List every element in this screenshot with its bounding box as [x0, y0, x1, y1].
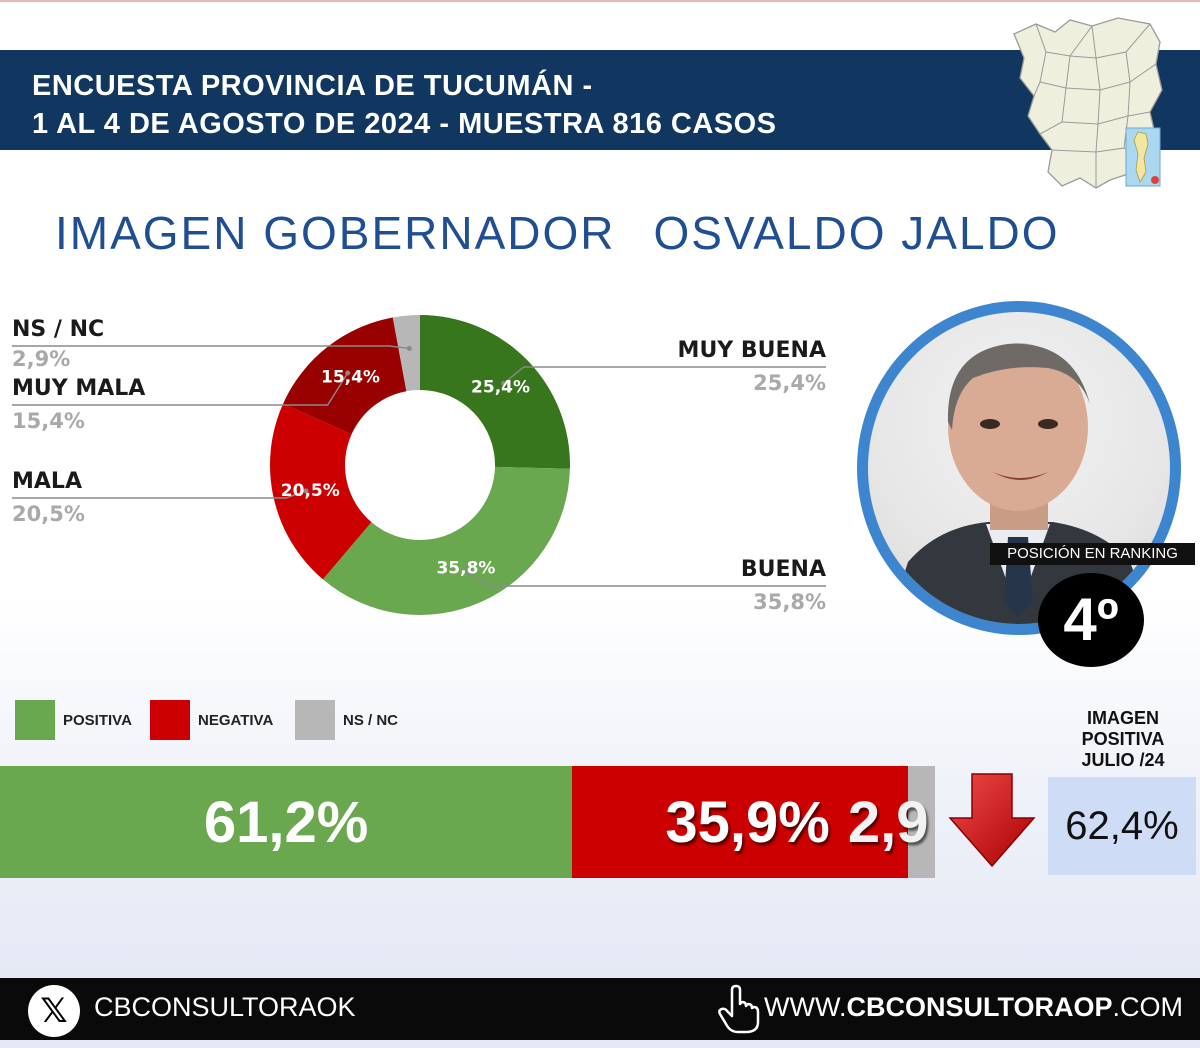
header-line-2: 1 AL 4 DE AGOSTO DE 2024 - MUESTRA 816 C… — [32, 108, 777, 140]
main-title: IMAGEN GOBERNADOR OSVALDO JALDO — [55, 206, 1155, 260]
previous-period-title: IMAGEN POSITIVA JULIO /24 — [1048, 708, 1198, 771]
category-value: 15,4% — [12, 409, 85, 433]
leader-dot — [345, 370, 351, 376]
website-link[interactable]: WWW.CBCONSULTORAOP.COM — [764, 992, 1183, 1023]
legend-label-positiva: POSITIVA — [63, 711, 132, 729]
category-value: 25,4% — [753, 371, 826, 395]
category-label: NS / NC — [12, 317, 104, 342]
legend-item-nsnc: NS / NC — [295, 700, 398, 740]
bar-segment-label: 61,2% — [203, 789, 369, 855]
footer: 𝕏 CBCONSULTORAOK WWW.CBCONSULTORAOP.COM — [0, 978, 1200, 1040]
category-label: MALA — [12, 469, 82, 494]
legend-label-negativa: NEGATIVA — [198, 711, 274, 729]
leader-line — [12, 490, 307, 499]
bar-segment-label: 2,9 — [847, 789, 929, 855]
header-banner: ENCUESTA PROVINCIA DE TUCUMÁN - 1 AL 4 D… — [0, 50, 1200, 150]
previous-title-line-3: JULIO /24 — [1081, 750, 1165, 770]
bar-segment-label: 35,9% — [665, 789, 830, 855]
previous-title-line-1: IMAGEN — [1087, 708, 1159, 728]
down-arrow-icon — [948, 773, 1036, 868]
donut-slice-label: 35,8% — [436, 559, 495, 579]
category-value: 35,8% — [753, 590, 826, 614]
x-logo-icon[interactable]: 𝕏 — [28, 985, 80, 1037]
ranking-label: POSICIÓN EN RANKING — [990, 543, 1195, 565]
previous-title-line-2: POSITIVA — [1081, 729, 1165, 749]
leader-line — [467, 571, 826, 587]
leader-dot — [501, 380, 507, 386]
donut-slice-buena — [322, 466, 570, 615]
category-value: 2,9% — [12, 347, 70, 371]
donut-slice-mala — [270, 403, 372, 580]
title-part-2: OSVALDO JALDO — [653, 207, 1060, 259]
tucuman-map-icon — [1013, 17, 1163, 189]
donut-slice-label: 15,4% — [321, 368, 380, 388]
stacked-bar-chart: 61,2% 35,9% 2,9 — [0, 766, 940, 878]
bar-segment-positiva: 61,2% — [0, 766, 573, 878]
ranking-badge: 4º — [1038, 573, 1144, 667]
category-value: 20,5% — [12, 502, 85, 526]
donut-slice-label: 25,4% — [471, 377, 530, 397]
pointer-hand-icon — [718, 984, 760, 1034]
category-label: BUENA — [741, 557, 826, 582]
leader-dot — [406, 345, 412, 351]
previous-positive-value: 62,4% — [1048, 777, 1196, 875]
top-divider — [0, 0, 1200, 2]
legend-item-negativa: NEGATIVA — [150, 700, 273, 740]
donut-slice-muy-buena — [420, 315, 571, 469]
social-handle[interactable]: CBCONSULTORAOK — [94, 992, 356, 1022]
site-prefix: WWW. — [764, 992, 847, 1022]
leader-dot — [303, 488, 309, 494]
leader-line — [12, 345, 410, 350]
legend-item-positiva: POSITIVA — [15, 700, 132, 740]
governor-photo — [857, 301, 1181, 635]
bar-segment-negativa: 35,9% — [572, 766, 908, 878]
legend-swatch-negativa — [150, 700, 190, 740]
donut-slice-ns-nc — [392, 315, 420, 392]
bar-segment-ns-nc: 2,9 — [848, 766, 935, 878]
category-label: MUY BUENA — [678, 338, 826, 363]
leader-dot — [465, 569, 471, 575]
title-part-1: IMAGEN GOBERNADOR — [55, 207, 616, 259]
site-name: CBCONSULTORAOP — [846, 992, 1113, 1022]
header-line-1: ENCUESTA PROVINCIA DE TUCUMÁN - — [32, 70, 593, 102]
donut-chart: 25,4% 35,8% 20,5% 15,4% MUY BUENA 25,4% BUENA 3… — [12, 315, 826, 615]
legend-label-nsnc: NS / NC — [343, 711, 399, 729]
site-suffix: .COM — [1112, 992, 1183, 1022]
leader-line — [503, 366, 826, 384]
category-label: MUY MALA — [12, 376, 145, 401]
leader-line — [12, 372, 349, 406]
person-portrait-icon — [888, 343, 1153, 624]
legend-swatch-nsnc — [295, 700, 335, 740]
legend-swatch-positiva — [15, 700, 55, 740]
donut-slice-label: 20,5% — [281, 481, 340, 501]
